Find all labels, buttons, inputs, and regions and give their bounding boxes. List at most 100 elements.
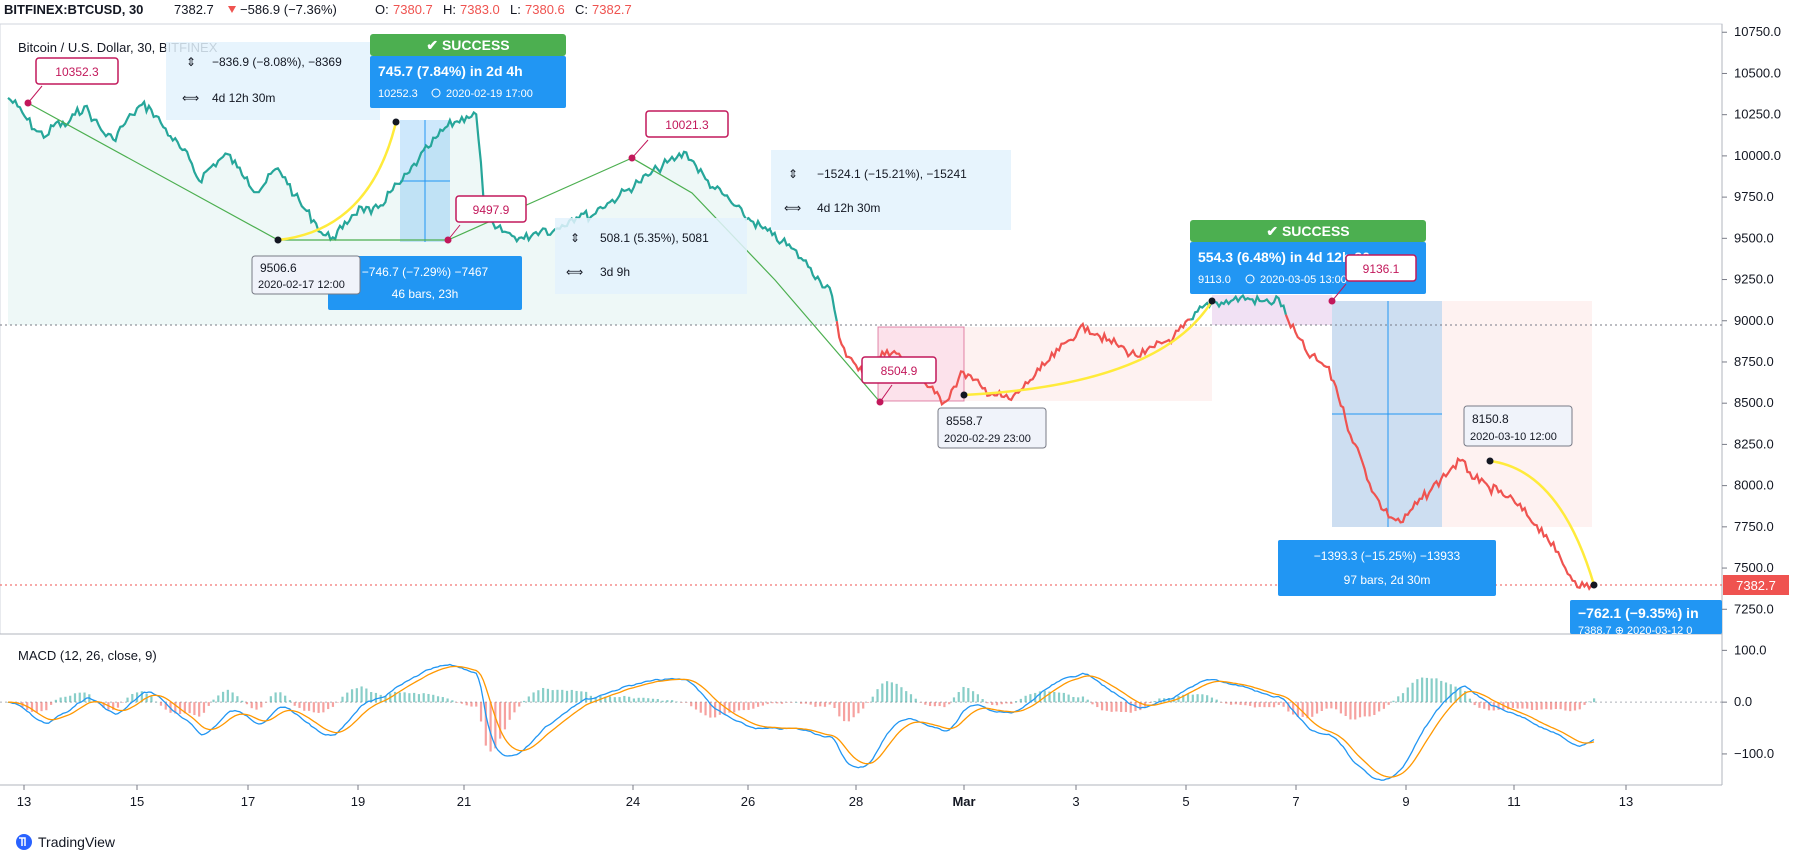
- macd-histogram-bar-364: [876, 689, 879, 703]
- time-tick-label-10: 5: [1182, 794, 1189, 809]
- macd-histogram-bar-208: [503, 702, 507, 730]
- close-value: 7382.7: [592, 2, 632, 17]
- macd-histogram-bar-84: [207, 702, 210, 706]
- price-line-segment-1: [835, 318, 1191, 407]
- macd-histogram-bar-238: [575, 690, 578, 703]
- pin-10352: 10352.3: [27, 57, 119, 104]
- drop-label-bg: [1570, 600, 1722, 634]
- pin-9136-text: 9136.1: [1363, 262, 1400, 276]
- macd-histogram-bar-560: [1344, 702, 1347, 717]
- macd-histogram-bar-492: [1182, 694, 1185, 703]
- macd-histogram-bar-650: [1559, 702, 1562, 710]
- macd-histogram-bar-362: [871, 696, 874, 703]
- macd-histogram-bar-272: [656, 699, 659, 703]
- price-tick-label-4: 9750.0: [1734, 189, 1774, 204]
- macd-histogram-bar-390: [938, 702, 941, 707]
- macd-histogram-bar-496: [1191, 694, 1194, 703]
- macd-histogram-bar-522: [1253, 702, 1257, 708]
- macd-histogram-bar-438: [1053, 692, 1056, 703]
- macd-histogram-bar-456: [1096, 702, 1099, 708]
- macd-histogram-bar-606: [1454, 686, 1457, 703]
- symbol-label: BITFINEX:BTCUSD, 30: [4, 2, 143, 17]
- success-badge-1-text: ✔ SUCCESS: [426, 37, 509, 53]
- point-label-8558: 8558.7 2020-02-29 23:00: [937, 407, 1047, 449]
- macd-histogram-bar-106: [260, 702, 263, 708]
- macd-histogram-bar-118: [288, 700, 292, 703]
- success-1-line1: 745.7 (7.84%) in 2d 4h: [378, 63, 523, 79]
- macd-histogram-bar-396: [952, 697, 956, 703]
- macd-histogram-bar-340: [819, 702, 822, 707]
- macd-histogram-bar-464: [1115, 702, 1118, 712]
- macd-histogram-bar-132: [322, 702, 325, 713]
- price-tick-label-10: 8250.0: [1734, 436, 1774, 451]
- macd-histogram-bar-222: [537, 690, 540, 703]
- macd-histogram-bar-352: [847, 702, 850, 722]
- macd-histogram-bar-528: [1268, 702, 1271, 708]
- macd-histogram-bar-546: [1311, 702, 1314, 717]
- price-tick-label-5: 9500.0: [1734, 230, 1774, 245]
- success-1-time: 2020-02-19 17:00: [446, 88, 533, 100]
- macd-histogram-bar-270: [651, 698, 655, 703]
- macd-histogram-bar-20: [54, 699, 57, 703]
- price-line-segment-3: [1284, 314, 1595, 591]
- success-2-line1: 554.3 (6.48%) in 4d 12h 30m: [1198, 249, 1382, 265]
- macd-histogram-bar-10: [30, 702, 34, 712]
- point-labels: 9506.6 2020-02-17 12:00 8558.7 2020-02-2…: [251, 255, 1573, 449]
- macd-histogram-bar-274: [661, 700, 664, 703]
- macd-histogram-bar-102: [250, 702, 253, 709]
- macd-histogram-bar-448: [1077, 697, 1080, 703]
- macd-histogram-bar-636: [1526, 702, 1529, 709]
- macd-histogram-bar-108: [264, 702, 268, 703]
- marker-8558: [960, 391, 968, 399]
- chart-header: BITFINEX:BTCUSD, 30 7382.7 −586.9 (−7.36…: [4, 2, 632, 17]
- macd-histogram-bar-200: [484, 702, 487, 746]
- macd-histogram-bar-590: [1416, 679, 1419, 703]
- macd-histogram-bar-104: [255, 702, 258, 710]
- macd-line: [7, 663, 1595, 781]
- macd-histogram-bar-652: [1564, 702, 1567, 711]
- macd-histogram-bar-600: [1440, 680, 1443, 703]
- price-pins: 10352.3 9497.9 10021.3 8504.9 9136.1: [27, 57, 1417, 403]
- macd-histogram-bar-98: [241, 700, 244, 703]
- pink-range-area-1: [964, 327, 1212, 401]
- macd-histogram-bar-518: [1244, 702, 1247, 706]
- macd-histogram-bar-308: [742, 702, 745, 711]
- macd-histogram-bar-78: [193, 702, 196, 716]
- macd-histogram-bar-474: [1139, 702, 1142, 711]
- bars-label-1: −746.7 (−7.29%) −7467 46 bars, 23h: [328, 256, 522, 310]
- time-axis[interactable]: 13 15 17 19 21 24 26 28 Mar 3 5 7 9 11 13: [17, 785, 1633, 809]
- macd-histogram-bar-514: [1234, 702, 1237, 705]
- macd-histogram-bar-480: [1153, 701, 1156, 703]
- macd-histogram-bar-366: [881, 683, 884, 703]
- macd-histogram-bar-386: [928, 702, 932, 707]
- macd-histogram-bar-328: [790, 702, 793, 703]
- macd-histogram-bar-214: [518, 702, 521, 707]
- macd-histogram-bar-452: [1086, 699, 1089, 703]
- macd-histogram-bar-184: [446, 698, 449, 703]
- macd-histogram-bar-216: [522, 700, 526, 703]
- macd-axis[interactable]: 100.0 0.0 −100.0: [1722, 642, 1774, 761]
- range-box-2: ⇕ 508.1 (5.35%), 5081 ⟺ 3d 9h: [555, 218, 747, 294]
- macd-histogram-bar-322: [776, 702, 779, 704]
- macd-histogram-bar-548: [1315, 702, 1319, 714]
- success-2-time: 2020-03-05 13:00: [1260, 274, 1347, 286]
- range-icon-3: ⇕: [788, 167, 798, 181]
- macd-histogram-bar-388: [933, 702, 936, 707]
- time-tick-label-14: 13: [1619, 794, 1633, 809]
- macd-histogram-bar-40: [102, 702, 105, 708]
- price-axis[interactable]: 10750.0 10500.0 10250.0 10000.0 9750.0 9500.0…: [1722, 24, 1781, 616]
- macd-histogram-bar-380: [914, 698, 917, 703]
- macd-histogram-bar-172: [417, 694, 421, 703]
- macd-histogram-bar-174: [422, 693, 425, 703]
- yellow-arrow-1: [277, 121, 398, 242]
- marker-9506: [274, 236, 282, 244]
- macd-histogram-bar-358: [862, 702, 865, 709]
- macd-histogram-bar-566: [1358, 702, 1362, 718]
- macd-histogram-bar-418: [1005, 702, 1008, 704]
- macd-histogram-bar-466: [1120, 702, 1123, 712]
- macd-histogram-bar-582: [1397, 696, 1400, 703]
- tradingview-brand[interactable]: TradingView: [16, 834, 116, 850]
- macd-histogram-bar-294: [709, 702, 712, 718]
- macd-histogram-bar-170: [413, 692, 416, 703]
